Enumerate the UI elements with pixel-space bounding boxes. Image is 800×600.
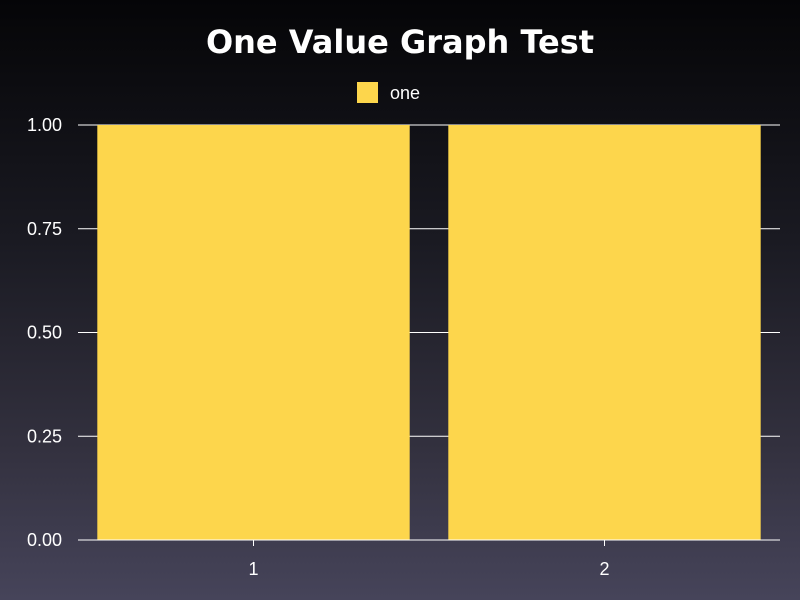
- bar-2: [448, 125, 761, 540]
- x-tick-label: 1: [248, 559, 258, 579]
- y-tick-label: 0.25: [27, 426, 62, 446]
- y-axis-tick-labels: 0.00 0.25 0.50 0.75 1.00: [27, 115, 62, 550]
- y-tick-label: 0.75: [27, 219, 62, 239]
- bars: [97, 125, 761, 540]
- y-tick-label: 0.50: [27, 323, 62, 343]
- x-tick-label: 2: [599, 559, 609, 579]
- chart-title: One Value Graph Test: [206, 23, 594, 61]
- bar-1: [97, 125, 410, 540]
- y-tick-label: 1.00: [27, 115, 62, 135]
- legend-swatch-one: [357, 82, 378, 103]
- legend: one: [357, 82, 420, 103]
- legend-label-one: one: [390, 83, 420, 103]
- y-tick-label: 0.00: [27, 530, 62, 550]
